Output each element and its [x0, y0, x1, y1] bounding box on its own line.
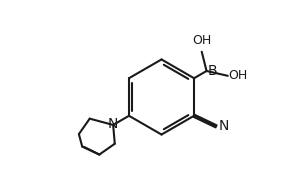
Text: B: B [207, 64, 217, 78]
Text: N: N [218, 119, 229, 133]
Text: N: N [108, 117, 118, 131]
Text: OH: OH [229, 69, 248, 82]
Text: OH: OH [192, 35, 211, 48]
